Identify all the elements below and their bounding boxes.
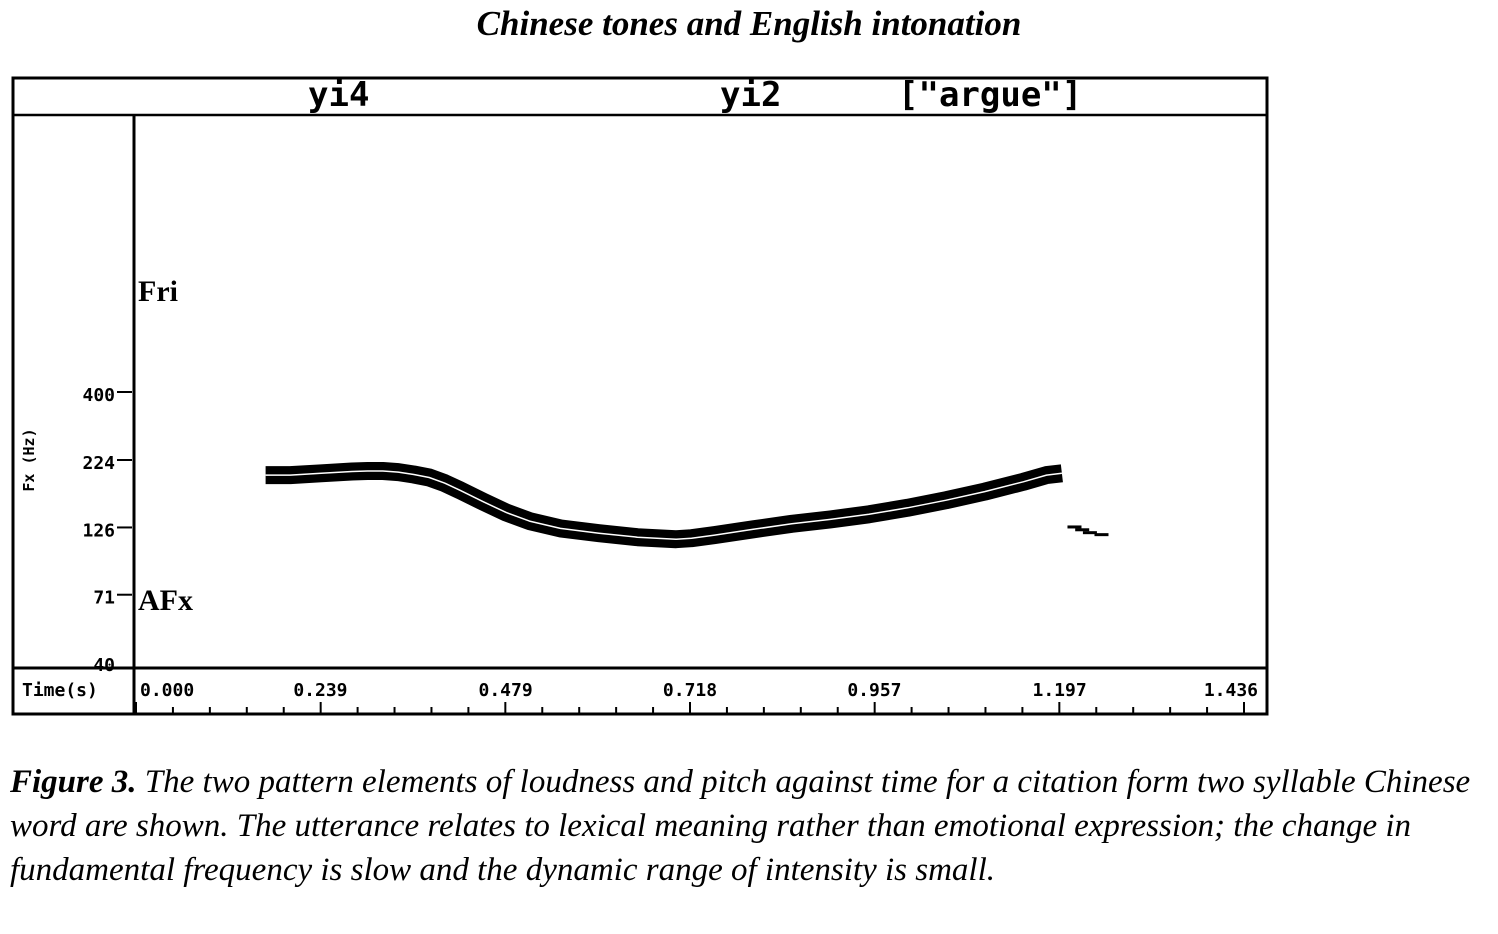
x-tick-label: 1.436 [1204,680,1258,701]
y-tick-label: 71 [93,588,115,609]
x-tick-label: 0.957 [847,680,901,701]
x-axis-ticks: 0.000 0.239 0.479 0.718 0.957 1.197 1.436 [135,680,1258,714]
pitch-contour-centre [265,470,1062,540]
trace-label-fri: Fri [138,275,178,308]
pitch-fragment-point [1075,528,1090,532]
x-axis-label: Time(s) [22,680,98,701]
syllable-label-yi2: yi2 [720,75,781,115]
page-header: Chinese tones and English intonation [476,4,1022,43]
y-tick-label: 126 [82,520,115,541]
pitch-fragment-point [1067,525,1082,529]
y-axis-ticks: 400 224 126 71 40 [82,385,132,676]
syllable-gloss-argue: ["argue"] [898,75,1082,115]
x-tick-label: 0.718 [663,680,717,701]
pitch-fragment-point [1094,533,1109,537]
y-tick-label: 224 [82,453,115,474]
figure-caption: Figure 3. The two pattern elements of lo… [10,760,1495,892]
caption-label: Figure 3. [10,764,137,800]
chart-frame [11,76,1269,716]
trace-label-afx: AFx [138,584,193,617]
x-tick-label: 0.479 [478,680,532,701]
caption-text: The two pattern elements of loudness and… [10,764,1471,888]
x-tick-label: 0.000 [140,680,194,701]
syllable-label-yi4: yi4 [308,75,369,115]
pitch-fragment-point [1082,531,1097,535]
y-axis-label: Fx (Hz) [20,428,38,491]
y-tick-label: 40 [93,655,115,676]
pitch-contour-band [265,462,1063,549]
pitch-contour [265,462,1109,549]
x-tick-label: 1.197 [1032,680,1086,701]
x-tick-label: 0.239 [293,680,347,701]
y-tick-label: 400 [82,385,115,406]
